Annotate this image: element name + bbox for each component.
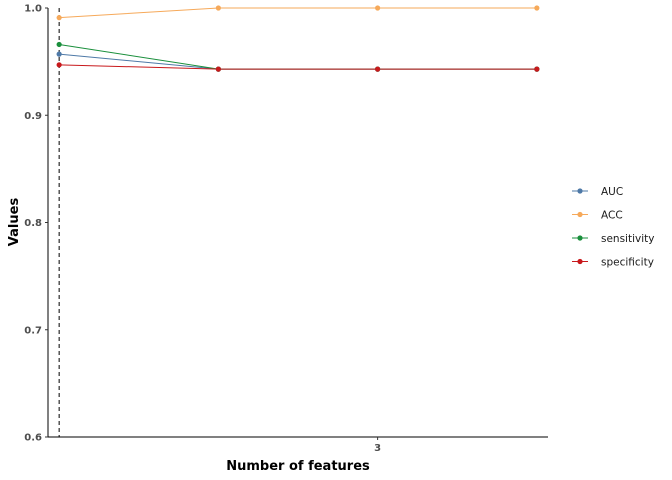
- series-line-specificity: [59, 64, 537, 70]
- legend-key-point: [577, 258, 583, 265]
- y-tick-label: 0.9: [24, 111, 42, 122]
- data-point-acc: [534, 5, 540, 11]
- series-points: [56, 5, 540, 72]
- x-axis-title: Number of features: [226, 459, 370, 474]
- legend: AUC ACC sensitivity specificity: [572, 186, 654, 268]
- axes: [47, 8, 548, 438]
- legend-label: AUC: [601, 186, 623, 198]
- legend-key-point: [577, 211, 583, 218]
- y-axis-title: Values: [7, 198, 22, 247]
- series-line-acc: [59, 7, 537, 19]
- legend-item-acc: ACC: [572, 209, 623, 221]
- data-point-acc: [375, 5, 381, 11]
- data-point-acc: [215, 5, 221, 11]
- data-point-specificity: [534, 66, 540, 72]
- legend-item-sensitivity: sensitivity: [572, 233, 654, 245]
- legend-key-point: [577, 235, 583, 241]
- y-axis-ticks: 0.6 0.7 0.8 0.9 1.0: [24, 4, 48, 444]
- legend-item-auc: AUC: [572, 186, 623, 198]
- legend-label: sensitivity: [601, 233, 654, 245]
- y-tick-label: 1.0: [24, 4, 42, 15]
- x-axis-ticks: 3: [374, 437, 381, 454]
- series-line-sensitivity: [59, 43, 537, 70]
- legend-label: specificity: [601, 256, 654, 268]
- data-point-specificity: [215, 66, 221, 72]
- data-point-sensitivity: [56, 41, 62, 48]
- data-point-acc: [56, 15, 62, 21]
- y-tick-label: 0.7: [24, 325, 42, 336]
- data-point-specificity: [56, 62, 62, 68]
- y-tick-label: 0.8: [24, 218, 42, 229]
- legend-label: ACC: [601, 209, 623, 221]
- data-point-auc: [56, 51, 62, 57]
- y-tick-label: 0.6: [24, 433, 42, 444]
- legend-item-specificity: specificity: [572, 256, 654, 268]
- data-point-specificity: [375, 66, 381, 72]
- x-tick-label: 3: [374, 443, 381, 454]
- legend-key-point: [577, 188, 583, 194]
- series-lines: [59, 7, 537, 70]
